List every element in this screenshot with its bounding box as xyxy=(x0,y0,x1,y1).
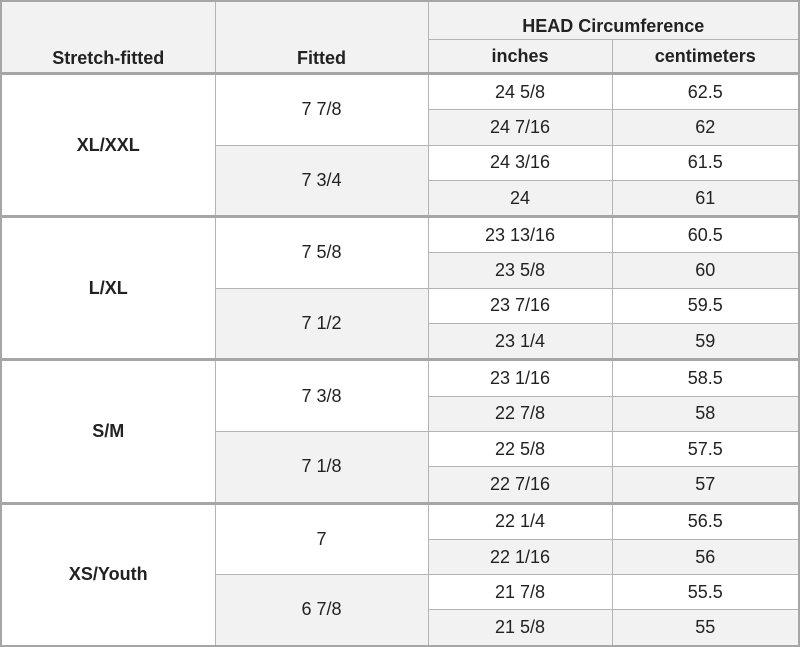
inches-cell: 22 7/16 xyxy=(427,466,613,504)
table-row: 22 7/8 58 xyxy=(1,395,800,432)
fitted-size: 7 1/2 xyxy=(214,287,429,361)
fitted-size: 7 3/4 xyxy=(214,144,429,218)
table-row: XS/Youth 7 22 1/4 56.5 xyxy=(0,501,800,647)
stretch-size: XL/XXL xyxy=(0,71,216,218)
inches-cell: 23 7/16 xyxy=(427,287,613,325)
inches-cell: 22 5/8 xyxy=(427,430,613,468)
table-row: 7 1/8 22 5/8 57.5 xyxy=(1,430,800,504)
header-row: Stretch-fitted Fitted HEAD Circumference xyxy=(0,0,800,75)
inches-cell: 21 7/8 xyxy=(427,574,613,611)
header-cell: Stretch-fitted xyxy=(0,0,216,75)
stretch-size: S/M xyxy=(0,358,216,504)
table-row: 7 3/4 24 3/16 61.5 xyxy=(1,144,800,218)
inches-cell: 22 1/4 xyxy=(427,501,613,540)
cm-cell: 57.5 xyxy=(611,430,800,468)
cm-cell: 59.5 xyxy=(611,287,800,325)
table-row: 23 5/8 60 xyxy=(1,252,800,289)
inches-cell: 24 3/16 xyxy=(427,144,613,181)
fitted-size: 7 5/8 xyxy=(214,215,429,289)
header-cell: inches xyxy=(427,39,613,75)
table-header: Stretch-fitted Fitted HEAD Circumference… xyxy=(0,0,800,75)
fitted-size: 7 7/8 xyxy=(214,72,429,146)
cm-cell: 62 xyxy=(611,109,800,146)
fitted-size: 6 7/8 xyxy=(214,574,429,647)
inches-cell: 23 5/8 xyxy=(427,252,613,289)
fitted-size: 7 xyxy=(214,501,429,576)
table-body: XL/XXL 7 7/8 24 5/8 62.5 24 7/16 62 7 3/4 24 3/… xyxy=(0,71,800,647)
table-row: 22 7/16 57 xyxy=(1,466,800,504)
fitted-size: 7 1/8 xyxy=(214,430,429,504)
inches-cell: 24 xyxy=(427,179,613,218)
inches-cell: 24 7/16 xyxy=(427,109,613,146)
inches-cell: 23 1/16 xyxy=(427,358,613,397)
cm-cell: 62.5 xyxy=(611,71,800,111)
header-cell: HEAD Circumference xyxy=(427,0,800,40)
cm-cell: 60 xyxy=(611,252,800,289)
cm-cell: 61 xyxy=(611,179,800,218)
fitted-size: 7 3/8 xyxy=(214,358,429,432)
table-row: 22 1/16 56 xyxy=(1,538,800,576)
table-row: L/XL 7 5/8 23 13/16 60.5 xyxy=(0,215,800,361)
table-row: 6 7/8 21 7/8 55.5 xyxy=(1,574,800,647)
inches-cell: 21 5/8 xyxy=(427,609,613,647)
cm-cell: 57 xyxy=(611,466,800,504)
inches-cell: 24 5/8 xyxy=(427,71,613,111)
table-row: S/M 7 3/8 23 1/16 58.5 xyxy=(0,358,800,504)
inches-cell: 23 1/4 xyxy=(427,323,613,361)
cm-cell: 58 xyxy=(611,395,800,432)
cm-cell: 60.5 xyxy=(611,215,800,254)
stretch-size: XS/Youth xyxy=(0,501,216,647)
inches-cell: 22 1/16 xyxy=(427,538,613,576)
header-row: inches centimeters xyxy=(1,39,800,75)
cm-cell: 56 xyxy=(611,538,800,576)
table-row: 23 1/4 59 xyxy=(1,323,800,361)
header-cell: Fitted xyxy=(214,0,429,75)
cm-cell: 55 xyxy=(611,609,800,647)
table-row: 24 61 xyxy=(1,179,800,218)
inches-cell: 23 13/16 xyxy=(427,215,613,254)
table-row: XL/XXL 7 7/8 24 5/8 62.5 xyxy=(0,71,800,218)
cm-cell: 59 xyxy=(611,323,800,361)
header-cell: centimeters xyxy=(611,39,800,75)
cm-cell: 56.5 xyxy=(611,501,800,540)
table-row: 7 1/2 23 7/16 59.5 xyxy=(1,287,800,361)
cm-cell: 55.5 xyxy=(611,574,800,611)
cm-cell: 58.5 xyxy=(611,358,800,397)
stretch-size: L/XL xyxy=(0,215,216,361)
inches-cell: 22 7/8 xyxy=(427,395,613,432)
cm-cell: 61.5 xyxy=(611,144,800,181)
